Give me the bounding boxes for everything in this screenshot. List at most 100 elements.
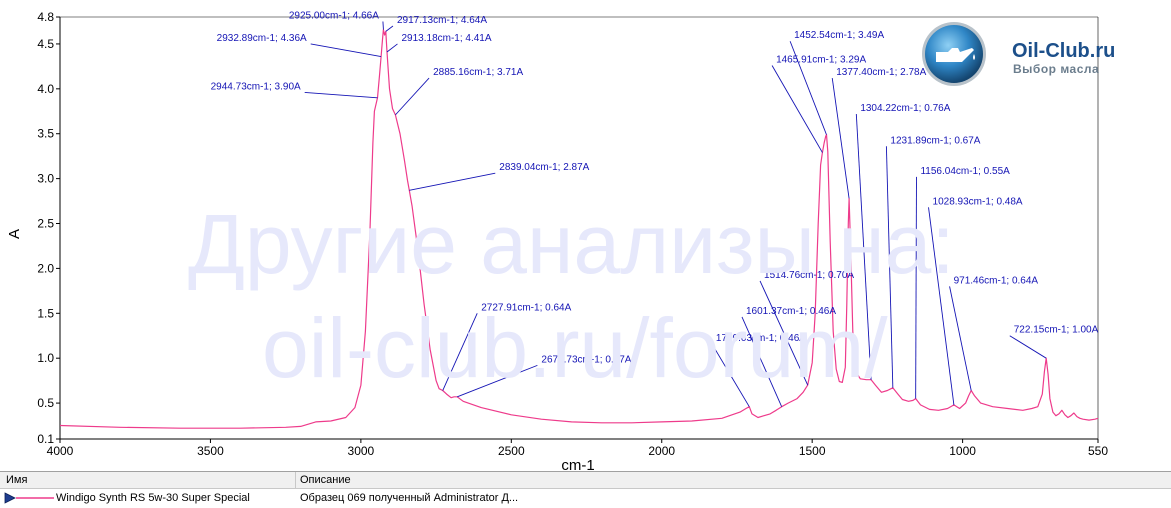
peak-annotation: 2839.04cm-1; 2.87A xyxy=(409,162,590,191)
annotation-leader xyxy=(711,343,750,407)
annotation-leader xyxy=(915,176,917,399)
peak-annotation: 1514.76cm-1; 0.70A xyxy=(759,270,854,386)
peak-annotation: 971.46cm-1; 0.64A xyxy=(949,275,1039,391)
annotation-leader xyxy=(949,286,972,391)
annotation-label: 1156.04cm-1; 0.55A xyxy=(920,166,1010,177)
peak-annotation: 2727.91cm-1; 0.64A xyxy=(442,302,572,391)
peak-annotation: 1156.04cm-1; 0.55A xyxy=(915,166,1010,399)
x-tick-label: 3000 xyxy=(348,444,375,458)
peak-annotation: 2913.18cm-1; 4.41A xyxy=(386,33,492,53)
annotation-leader xyxy=(382,21,384,30)
peak-annotation: 2944.73cm-1; 3.90A xyxy=(211,81,378,99)
peak-annotation: 2925.00cm-1; 4.66A xyxy=(289,10,384,30)
annotation-leader xyxy=(385,25,394,32)
annotation-leader xyxy=(304,91,378,99)
oil-can-icon xyxy=(922,22,986,86)
x-axis-label: cm-1 xyxy=(561,457,594,470)
annotation-label: 1514.76cm-1; 0.70A xyxy=(764,270,854,281)
peak-annotation: 1709.03cm-1; 0.46A xyxy=(711,333,806,407)
peak-annotations: 2925.00cm-1; 4.66A 2917.13cm-1; 4.64A 2932… xyxy=(211,10,1099,407)
annotation-label: 2913.18cm-1; 4.41A xyxy=(401,33,491,44)
annotation-label: 2932.89cm-1; 4.36A xyxy=(217,33,307,44)
annotation-leader xyxy=(741,316,783,407)
x-ticks: 4000 3500 3000 2500 2000 1500 1000 550 xyxy=(47,439,1108,458)
x-tick-label: 2500 xyxy=(498,444,525,458)
peak-annotation: 2917.13cm-1; 4.64A xyxy=(385,15,487,32)
legend-series-description: Образец 069 полученный Administrator Д..… xyxy=(300,492,519,504)
x-tick-label: 1500 xyxy=(799,444,826,458)
logo-text: Oil-Club.ru xyxy=(1012,40,1116,62)
y-tick-label: 1.5 xyxy=(37,306,54,320)
series-layer xyxy=(59,29,1099,429)
annotation-leader xyxy=(855,113,872,380)
annotation-label: 2917.13cm-1; 4.64A xyxy=(397,15,487,26)
annotation-label: 1709.03cm-1; 0.46A xyxy=(716,333,806,344)
x-tick-label: 4000 xyxy=(47,444,74,458)
annotation-leader xyxy=(928,207,955,405)
legend-series-name: Windigo Synth RS 5w-30 Super Special xyxy=(56,492,250,504)
peak-annotation: 1377.40cm-1; 2.78A xyxy=(831,67,927,199)
peak-annotation: 2679.73cm-1; 0.57A xyxy=(457,354,632,398)
legend-table: Имя Описание Windigo Synth RS 5w-30 Supe… xyxy=(0,471,1171,508)
annotation-label: 1028.93cm-1; 0.48A xyxy=(933,196,1023,207)
annotation-leader xyxy=(386,43,398,53)
peak-annotation: 1304.22cm-1; 0.76A xyxy=(855,103,951,380)
legend-row[interactable]: Windigo Synth RS 5w-30 Super Special Обр… xyxy=(0,489,1171,507)
annotation-label: 1452.54cm-1; 3.49A xyxy=(794,30,884,41)
spectrum-chart: 4000 3500 3000 2500 2000 1500 1000 550 4.84.54.… xyxy=(6,10,1108,470)
y-tick-label: 2.5 xyxy=(37,217,54,231)
annotation-leader xyxy=(457,364,538,398)
y-tick-label: 3.5 xyxy=(37,127,54,141)
x-tick-label: 550 xyxy=(1088,444,1108,458)
annotation-label: 2727.91cm-1; 0.64A xyxy=(481,302,571,313)
peak-annotation: 2932.89cm-1; 4.36A xyxy=(217,33,382,57)
play-arrow-icon xyxy=(4,492,16,504)
x-tick-label: 2000 xyxy=(648,444,675,458)
annotation-leader xyxy=(1009,335,1047,359)
y-tick-label: 4.8 xyxy=(37,10,54,24)
legend-header-description[interactable]: Описание xyxy=(296,472,1171,489)
oil-club-logo xyxy=(918,22,1148,88)
legend-header-name[interactable]: Имя xyxy=(0,472,296,489)
annotation-leader xyxy=(759,280,809,386)
peak-annotation: 1465.91cm-1; 3.29A xyxy=(771,54,866,153)
y-tick-label: 0.1 xyxy=(37,432,54,446)
annotation-label: 1377.40cm-1; 2.78A xyxy=(836,67,926,78)
y-tick-label: 2.0 xyxy=(37,261,54,275)
y-tick-label: 4.0 xyxy=(37,82,54,96)
annotation-label: 2944.73cm-1; 3.90A xyxy=(211,81,301,92)
annotation-label: 1601.37cm-1; 0.46A xyxy=(746,306,836,317)
y-tick-label: 1.0 xyxy=(37,351,54,365)
annotation-label: 2925.00cm-1; 4.66A xyxy=(289,10,379,21)
annotation-label: 971.46cm-1; 0.64A xyxy=(954,275,1039,286)
annotation-label: 1465.91cm-1; 3.29A xyxy=(776,54,866,65)
peak-annotation: 1452.54cm-1; 3.49A xyxy=(789,30,885,135)
annotation-label: 2839.04cm-1; 2.87A xyxy=(499,162,589,173)
annotation-leader xyxy=(771,65,823,153)
peak-annotation: 2885.16cm-1; 3.71A xyxy=(395,67,523,116)
y-tick-label: 0.5 xyxy=(37,396,54,410)
annotation-label: 722.15cm-1; 1.00A xyxy=(1014,325,1099,336)
y-tick-label: 3.0 xyxy=(37,172,54,186)
chart-axes xyxy=(59,16,1099,440)
annotation-leader xyxy=(395,77,430,116)
peak-annotation: 1601.37cm-1; 0.46A xyxy=(741,306,836,407)
y-ticks: 4.8 4.5 4.0 3.5 3.0 2.5 2.0 1.5 1.0 0.5 0.1 xyxy=(37,10,60,446)
annotation-leader xyxy=(310,43,382,57)
peak-annotation: 722.15cm-1; 1.00A xyxy=(1009,325,1099,359)
annotation-label: 2679.73cm-1; 0.57A xyxy=(541,354,631,365)
x-tick-label: 3500 xyxy=(197,444,224,458)
annotation-leader xyxy=(789,41,827,135)
annotation-leader xyxy=(409,172,496,191)
annotation-label: 1231.89cm-1; 0.67A xyxy=(890,135,980,146)
spectrum-line xyxy=(59,29,1099,429)
annotation-leader xyxy=(885,146,894,388)
annotation-leader xyxy=(442,313,478,391)
peak-annotation: 1231.89cm-1; 0.67A xyxy=(885,135,981,388)
annotation-label: 2885.16cm-1; 3.71A xyxy=(433,67,523,78)
y-tick-label: 4.5 xyxy=(37,37,54,51)
legend-line-swatch xyxy=(16,497,54,499)
y-axis-label: A xyxy=(6,229,23,239)
logo-subtitle: Выбор масла xyxy=(1013,62,1100,76)
x-tick-label: 1000 xyxy=(949,444,976,458)
